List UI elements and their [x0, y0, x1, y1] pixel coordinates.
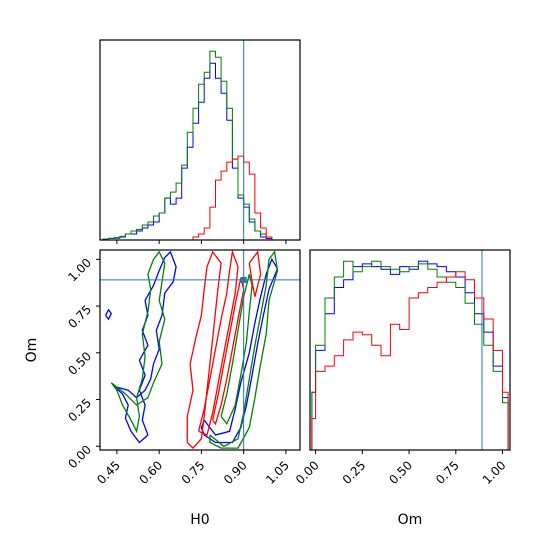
contour-x-tick-label-2: 0.60 — [136, 458, 165, 487]
contour-x-ticks: 0.45 0.60 0.75 0.90 1.05 — [94, 450, 292, 487]
contour-x-tick-label-5: 1.05 — [263, 458, 292, 487]
contour-series-2-level-3 — [220, 274, 253, 426]
histogram-H0-frame — [99, 39, 301, 241]
contour-series-3-level-4 — [248, 250, 262, 297]
histogram-H0-panel — [99, 39, 301, 244]
histogram-Om-x-tick-label-2: 0.25 — [340, 458, 369, 487]
contour-series-3-level-1 — [186, 250, 222, 450]
histogram-step-H0-series-3 — [102, 155, 273, 241]
contour-x-tick-label-4: 0.90 — [221, 458, 250, 487]
contour-series-3-level-2 — [197, 250, 239, 436]
histogram-step-Om-series-3 — [311, 271, 509, 450]
contour-series-2-level-2 — [209, 250, 279, 449]
histogram-H0-ticks — [116, 240, 287, 244]
contour-x-tick-label-3: 0.75 — [179, 458, 208, 487]
contour-x-tick-label-1: 0.45 — [94, 458, 123, 487]
contour-y-tick-label-4: 0.75 — [65, 302, 94, 331]
contour-H0-Om-panel: 0.45 0.60 0.75 0.90 1.05 0.00 0.25 0.50 0.75 1.0… — [24, 249, 301, 528]
contour-series-1-level-3 — [200, 257, 279, 444]
histogram-H0-series — [102, 50, 273, 241]
contour-y-ticks: 0.00 0.25 0.50 0.75 1.00 — [65, 256, 100, 471]
histogram-Om-frame — [309, 249, 511, 451]
contour-frame — [99, 249, 301, 451]
contour-series-1-level-1 — [113, 250, 177, 444]
contour-series-1-level-2 — [105, 308, 113, 321]
histogram-step-Om-series-2 — [311, 260, 509, 450]
histogram-Om-x-tick-label-4: 0.75 — [433, 458, 462, 487]
contour-y-tick-label-3: 0.50 — [65, 349, 94, 378]
contour-series-2-level-1 — [110, 250, 166, 434]
contour-series — [105, 250, 279, 450]
histogram-Om-series — [311, 260, 509, 450]
contour-y-tick-label-1: 0.00 — [65, 442, 94, 471]
histogram-Om-panel: 0.00 0.25 0.50 0.75 1.00 Om — [293, 249, 511, 528]
truth-point — [240, 276, 247, 283]
histogram-Om-x-ticks: 0.00 0.25 0.50 0.75 1.00 — [293, 450, 509, 487]
histogram-step-H0-series-2 — [102, 50, 273, 240]
histogram-Om-x-tick-label-1: 0.00 — [293, 458, 322, 487]
contour-y-tick-label-2: 0.25 — [65, 396, 94, 425]
histogram-Om-x-tick-label-5: 1.00 — [480, 458, 509, 487]
x-axis-label-Om: Om — [398, 512, 423, 528]
histogram-Om-x-tick-label-3: 0.50 — [386, 458, 415, 487]
x-axis-label-H0: H0 — [190, 512, 209, 528]
y-axis-label-Om: Om — [24, 338, 40, 363]
contour-y-tick-label-5: 1.00 — [65, 256, 94, 285]
